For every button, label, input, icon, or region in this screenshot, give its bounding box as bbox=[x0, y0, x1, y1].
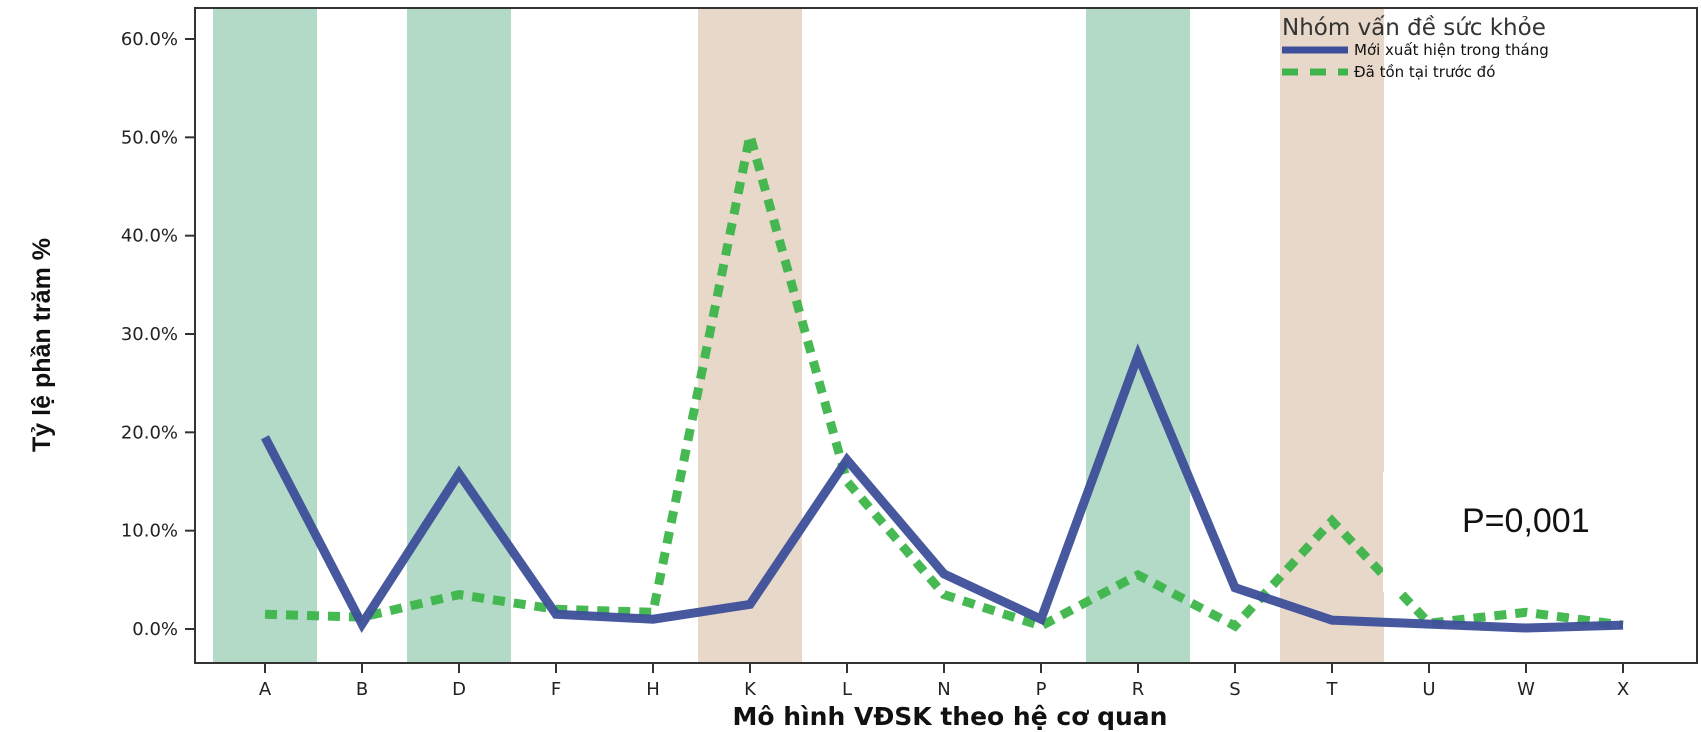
band-D bbox=[407, 9, 511, 662]
y-axis-title: Tỷ lệ phần trăm % bbox=[28, 238, 56, 452]
y-tick-label: 10.0% bbox=[121, 521, 178, 542]
x-tick-label: P bbox=[1036, 679, 1047, 700]
y-tick-label: 40.0% bbox=[121, 226, 178, 247]
band-A bbox=[213, 9, 317, 662]
y-tick-label: 60.0% bbox=[121, 29, 178, 50]
x-tick-label: T bbox=[1326, 679, 1339, 700]
series-line-2 bbox=[264, 134, 1624, 632]
x-tick-label: U bbox=[1422, 679, 1435, 700]
x-tick-label: W bbox=[1517, 679, 1535, 700]
legend-title: Nhóm vấn đề sức khỏe bbox=[1282, 15, 1546, 41]
highlight-bands bbox=[213, 9, 1384, 662]
p-value-annotation: P=0,001 bbox=[1462, 502, 1590, 540]
series-lines bbox=[261, 134, 1624, 634]
x-tick-label: F bbox=[551, 679, 561, 700]
legend: Nhóm vấn đề sức khỏe Mới xuất hiện trong… bbox=[1282, 15, 1549, 81]
y-tick-label: 30.0% bbox=[121, 324, 178, 345]
band-R bbox=[1086, 9, 1190, 662]
x-tick-label: B bbox=[356, 679, 368, 700]
x-tick-label: H bbox=[646, 679, 660, 700]
series-line-1 bbox=[261, 343, 1624, 634]
x-tick-label: A bbox=[259, 679, 272, 700]
legend-label-series-1: Mới xuất hiện trong tháng bbox=[1354, 41, 1549, 59]
annotation-box bbox=[1383, 472, 1623, 592]
x-tick-label: N bbox=[937, 679, 950, 700]
x-tick-label: R bbox=[1132, 679, 1145, 700]
x-tick-label: S bbox=[1229, 679, 1240, 700]
y-axis: 0.0% 10.0% 20.0% 30.0% 40.0% 50.0% 60.0% bbox=[121, 29, 195, 640]
y-tick-label: 20.0% bbox=[121, 422, 178, 443]
y-tick-label: 50.0% bbox=[121, 127, 178, 148]
x-axis-title: Mô hình VĐSK theo hệ cơ quan bbox=[733, 702, 1168, 731]
plot-frame bbox=[194, 7, 1698, 664]
y-tick-label: 0.0% bbox=[132, 619, 178, 640]
x-tick-label: X bbox=[1617, 679, 1629, 700]
x-tick-label: D bbox=[452, 679, 466, 700]
x-tick-label: L bbox=[842, 679, 852, 700]
legend-label-series-2: Đã tồn tại trước đó bbox=[1354, 63, 1495, 81]
x-tick-label: K bbox=[744, 679, 757, 700]
